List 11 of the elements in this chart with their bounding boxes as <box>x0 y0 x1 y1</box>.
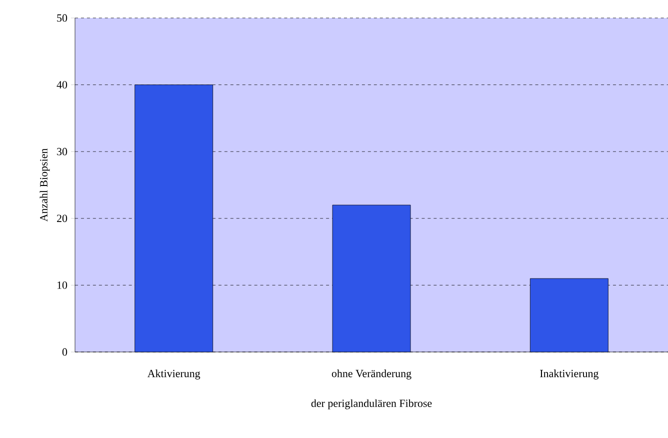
y-tick-label: 40 <box>56 81 68 88</box>
y-axis-title: Anzahl Biopsien <box>40 148 50 222</box>
x-tick-label: Aktivierung <box>147 370 200 380</box>
x-axis-title: der periglandulären Fibrose <box>311 399 432 410</box>
x-tick-label: ohne Veränderung <box>332 370 412 380</box>
y-tick-label: 10 <box>57 281 68 289</box>
y-tick-label: 30 <box>57 148 68 156</box>
y-tick-label: 20 <box>57 214 68 222</box>
y-tick-label: 0 <box>62 348 68 356</box>
x-tick-label: Inaktivierung <box>540 370 598 380</box>
y-tick-label: 50 <box>57 14 68 22</box>
